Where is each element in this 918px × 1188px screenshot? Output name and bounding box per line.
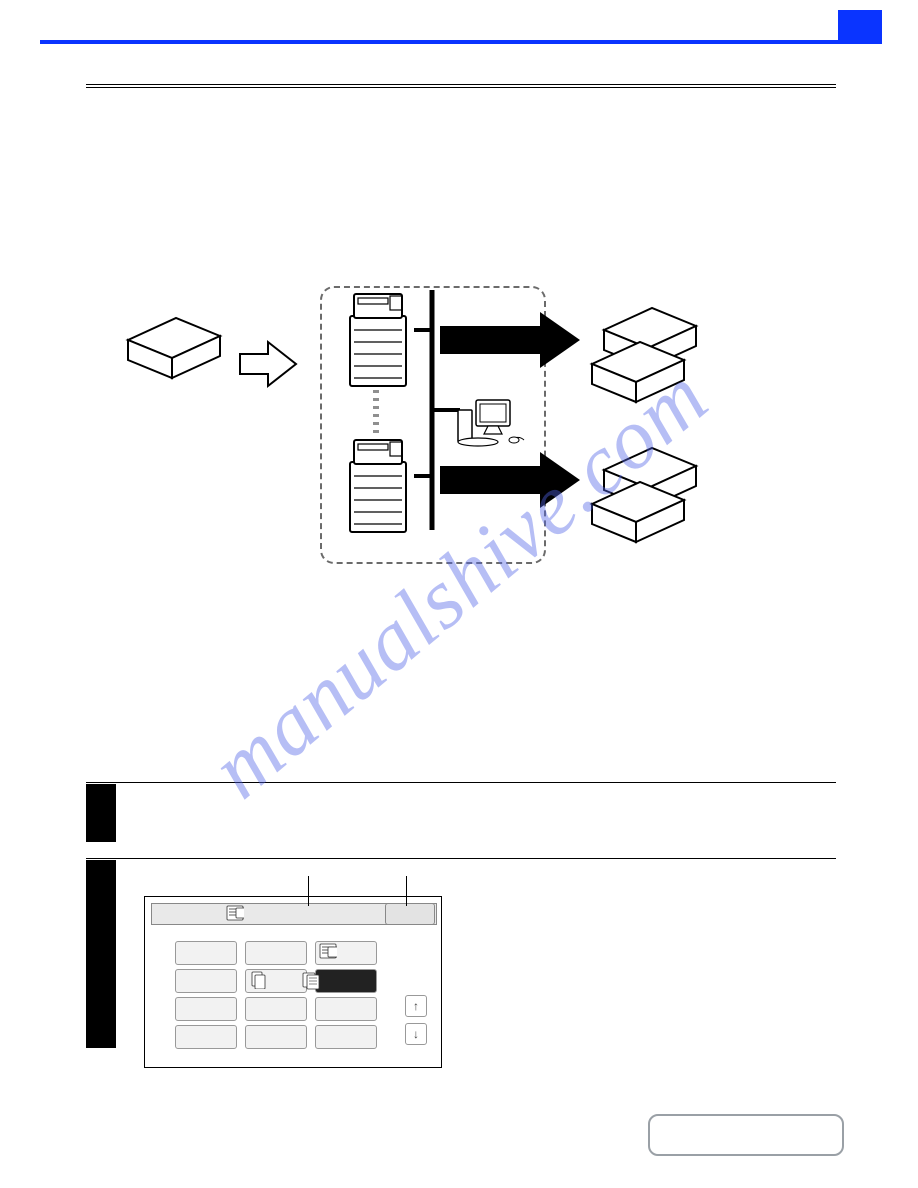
page-subtitle bbox=[86, 174, 836, 244]
page-icon bbox=[249, 971, 267, 989]
grid-cell-3-2[interactable] bbox=[315, 1025, 377, 1049]
chevron-down-icon: ↓ bbox=[413, 1027, 419, 1041]
header-bar bbox=[40, 10, 882, 44]
list-icon bbox=[319, 943, 337, 961]
grid-cell-0-2[interactable] bbox=[315, 941, 377, 965]
callout-line-1 bbox=[308, 876, 309, 906]
step-2 bbox=[86, 858, 836, 859]
step-2-rule bbox=[86, 858, 836, 859]
lcd-panel: ↑ ↓ bbox=[144, 896, 442, 1068]
page-title bbox=[86, 100, 836, 170]
scroll-up-button[interactable]: ↑ bbox=[405, 995, 427, 1017]
grid-cell-0-1[interactable] bbox=[245, 941, 307, 965]
step-1-rule bbox=[86, 782, 836, 783]
callout-line-2 bbox=[406, 876, 407, 906]
grid-cell-1-1[interactable] bbox=[245, 969, 307, 993]
step-2-number-box bbox=[86, 860, 116, 1048]
grid-cell-2-2[interactable] bbox=[315, 997, 377, 1021]
network-diagram-box bbox=[320, 286, 546, 564]
count-indicator bbox=[405, 969, 429, 979]
grid-cell-3-1[interactable] bbox=[245, 1025, 307, 1049]
grid-cell-1-0[interactable] bbox=[175, 969, 237, 993]
lcd-ok-button[interactable] bbox=[385, 903, 435, 925]
grid-cell-2-0[interactable] bbox=[175, 997, 237, 1021]
scroll-down-button[interactable]: ↓ bbox=[405, 1023, 427, 1045]
grid-cell-2-1[interactable] bbox=[245, 997, 307, 1021]
step-1 bbox=[86, 782, 836, 783]
chevron-up-icon: ↑ bbox=[413, 999, 419, 1013]
grid-cell-1-2-selected[interactable] bbox=[315, 969, 377, 993]
step-1-number-box bbox=[86, 784, 116, 842]
grid-cell-3-0[interactable] bbox=[175, 1025, 237, 1049]
bottom-nav-button[interactable] bbox=[648, 1114, 844, 1156]
grid-cell-0-0[interactable] bbox=[175, 941, 237, 965]
header-rule bbox=[40, 40, 882, 52]
section-double-rule bbox=[86, 84, 836, 88]
description-text bbox=[86, 590, 836, 750]
page-root: ↑ ↓ manualshive.com bbox=[0, 0, 918, 1188]
header-accent-block bbox=[838, 10, 882, 44]
multi-page-icon bbox=[302, 972, 320, 990]
header-list-icon bbox=[226, 905, 244, 921]
